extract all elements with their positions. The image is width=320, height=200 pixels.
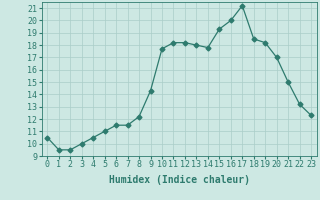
X-axis label: Humidex (Indice chaleur): Humidex (Indice chaleur) — [109, 175, 250, 185]
